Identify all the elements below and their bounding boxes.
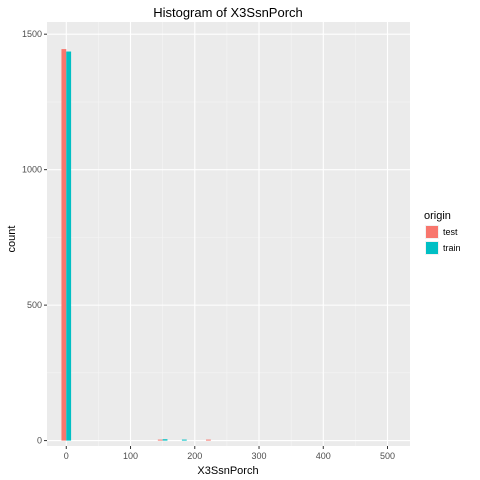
x-tick-label: 200 xyxy=(187,451,202,461)
bar-train xyxy=(181,439,187,441)
bar-train xyxy=(66,51,72,441)
x-tick-label: 500 xyxy=(380,451,395,461)
legend-swatch-train xyxy=(426,242,438,254)
bar-train xyxy=(162,439,168,441)
legend-label-test: test xyxy=(443,227,458,237)
y-tick-label: 1500 xyxy=(22,29,42,39)
bar-test xyxy=(157,439,163,441)
y-tick-label: 0 xyxy=(37,436,42,446)
legend: origin test train xyxy=(424,210,461,255)
y-axis-title: count xyxy=(6,226,18,253)
legend-title: origin xyxy=(424,210,451,222)
minor-gridlines xyxy=(47,22,410,446)
plot-panel xyxy=(47,22,410,446)
chart-title: Histogram of X3SsnPorch xyxy=(153,5,303,20)
y-tick-label: 500 xyxy=(27,300,42,310)
bar-test xyxy=(61,49,67,441)
histogram-bars xyxy=(61,49,211,441)
x-axis-title: X3SsnPorch xyxy=(197,465,258,477)
x-tick-label: 0 xyxy=(64,451,69,461)
legend-swatch-test xyxy=(426,226,438,238)
bar-test xyxy=(206,439,211,441)
x-tick-label: 400 xyxy=(316,451,331,461)
x-axis-ticks: 0 100 200 300 400 500 xyxy=(64,446,395,461)
x-tick-label: 300 xyxy=(252,451,267,461)
x-tick-label: 100 xyxy=(123,451,138,461)
legend-label-train: train xyxy=(443,243,461,253)
y-tick-label: 1000 xyxy=(22,165,42,175)
y-axis-ticks: 0 500 1000 1500 xyxy=(22,29,47,446)
